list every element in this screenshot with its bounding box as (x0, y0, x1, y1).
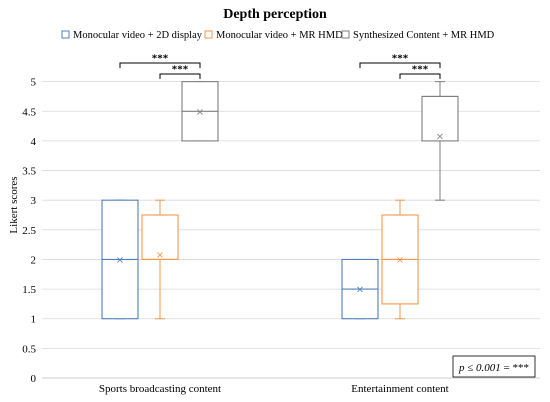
significance-brackets: ************ (119, 53, 441, 79)
box-0-0: × (101, 199, 139, 320)
y-tick-label: 3.5 (22, 166, 36, 178)
bracket-line (119, 62, 201, 68)
box-1-1: × (381, 199, 419, 320)
p-value-annotation: p ≤ 0.001 = *** (452, 355, 536, 378)
y-tick-label: 2.5 (22, 225, 36, 237)
significance-bracket: *** (159, 64, 201, 79)
plot-area: × × × × × × (101, 81, 459, 320)
mean-marker: × (196, 107, 204, 118)
x-category-label: Sports broadcasting content (99, 383, 221, 395)
annotation-italic: p ≤ 0.001 (458, 362, 501, 374)
legend-item: Monocular video + MR HMD (204, 30, 343, 41)
significance-bracket: *** (359, 53, 441, 68)
y-tick-label: 2 (31, 254, 37, 266)
box-2-1: × (421, 81, 459, 201)
y-tick-label: 1.5 (22, 284, 36, 296)
significance-bracket: *** (399, 64, 441, 79)
box-1-0: × (141, 199, 179, 320)
legend-swatch (341, 30, 350, 39)
mean-marker: × (436, 132, 444, 143)
x-axis-ticks: Sports broadcasting content Entertainment… (99, 383, 449, 395)
chart-title: Depth perception (223, 7, 327, 22)
legend-label: Synthesized Content + MR HMD (353, 30, 495, 41)
y-tick-label: 0.5 (22, 343, 36, 355)
legend-item: Monocular video + 2D display (61, 30, 203, 41)
y-axis-ticks: 0 0.5 1 1.5 2 2.5 3 3.5 4 4.5 5 (22, 77, 36, 385)
significance-bracket: *** (119, 53, 201, 68)
significance-label: *** (412, 64, 429, 76)
y-tick-label: 5 (31, 77, 37, 89)
mean-marker: × (116, 255, 124, 266)
box-2-0: × (181, 81, 219, 142)
bracket-line (399, 73, 441, 79)
legend-label: Monocular video + MR HMD (216, 30, 343, 41)
y-tick-label: 3 (31, 195, 37, 207)
mean-marker: × (156, 250, 164, 261)
legend-swatch (204, 30, 213, 39)
box-iqr (141, 214, 179, 261)
y-tick-label: 0 (31, 373, 37, 385)
annotation-rest: = *** (501, 362, 529, 374)
bracket-line (359, 62, 441, 68)
y-tick-label: 4 (31, 136, 37, 148)
x-category-label: Entertainment content (351, 383, 448, 395)
y-tick-label: 4.5 (22, 106, 36, 118)
significance-label: *** (392, 53, 409, 65)
legend: Monocular video + 2D display Monocular vi… (61, 30, 495, 41)
legend-label: Monocular video + 2D display (73, 30, 203, 41)
bracket-line (159, 73, 201, 79)
y-axis-label: Likert scores (8, 176, 20, 233)
significance-label: *** (152, 53, 169, 65)
legend-swatch (61, 30, 70, 39)
significance-label: *** (172, 64, 189, 76)
mean-marker: × (356, 285, 364, 296)
annotation-text: p ≤ 0.001 = *** (458, 362, 529, 374)
annotation-box (452, 355, 536, 378)
box-0-1: × (341, 258, 379, 320)
y-tick-label: 1 (31, 314, 37, 326)
mean-marker: × (396, 255, 404, 266)
legend-item: Synthesized Content + MR HMD (341, 30, 495, 41)
